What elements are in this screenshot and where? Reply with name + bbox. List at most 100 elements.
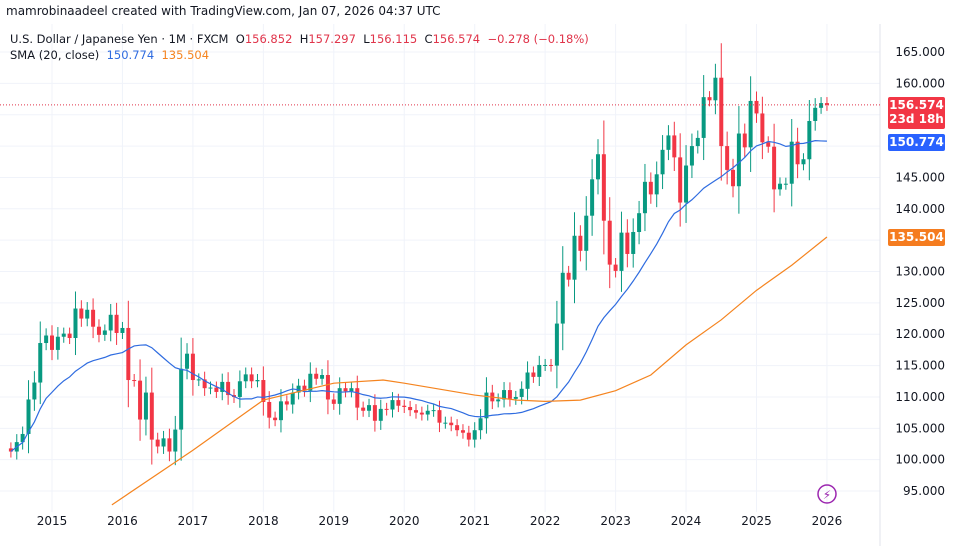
candle-body <box>79 308 84 319</box>
candle-body <box>167 438 172 452</box>
candle-body <box>584 215 589 251</box>
candle-body <box>484 392 489 419</box>
close-label: C <box>424 32 433 46</box>
symbol-row: U.S. Dollar / Japanese Yen · 1M · FXCM O… <box>10 31 589 47</box>
candle-body <box>202 379 207 389</box>
candle-body <box>478 418 483 431</box>
candle-body <box>85 309 90 319</box>
candle-body <box>296 385 301 393</box>
candle-body <box>267 401 272 418</box>
candle-body <box>367 405 372 411</box>
x-tick-label: 2020 <box>389 514 420 528</box>
countdown: 23d 18h <box>889 112 944 126</box>
candle-body <box>190 353 195 381</box>
candle-body <box>331 399 336 404</box>
sma-fast-value: 150.774 <box>106 48 155 62</box>
y-tick-label: 130.000 <box>895 265 945 279</box>
candle-body <box>343 388 348 392</box>
y-tick-label: 100.000 <box>895 453 945 467</box>
candle-body <box>631 232 636 254</box>
candle-body <box>684 165 689 203</box>
candle-body <box>50 335 54 350</box>
candle-body <box>807 120 812 160</box>
candle-body <box>425 410 430 415</box>
candle-body <box>572 235 577 280</box>
candle-body <box>789 141 794 184</box>
candle-body <box>61 333 66 337</box>
candle-body <box>55 336 60 350</box>
symbol-name[interactable]: U.S. Dollar / Japanese Yen · 1M · FXCM <box>10 32 229 46</box>
candle-body <box>748 100 753 148</box>
candle-body <box>496 399 501 402</box>
y-tick-label: 140.000 <box>895 202 945 216</box>
candle-body <box>578 235 583 251</box>
candle-body <box>284 401 289 405</box>
price-chart[interactable]: 95.000 100.000 105.000 110.000 115.000 120.00… <box>0 24 955 546</box>
candle-body <box>419 412 424 415</box>
x-tick-label: 2023 <box>600 514 631 528</box>
candle-body <box>513 396 518 399</box>
candle-body <box>672 135 677 158</box>
chart-legend: U.S. Dollar / Japanese Yen · 1M · FXCM O… <box>10 31 589 63</box>
candle-body <box>772 146 777 190</box>
candle-body <box>278 401 283 421</box>
candle-body <box>96 326 101 335</box>
y-tick-label: 165.000 <box>895 45 945 59</box>
candle-body <box>108 314 113 331</box>
sma-label[interactable]: SMA (20, close) <box>10 48 100 62</box>
sma-slow-tag: 135.504 <box>888 229 945 246</box>
candle-body <box>766 142 771 147</box>
candle-body <box>120 327 125 333</box>
sma-fast-line <box>10 140 827 452</box>
candle-body <box>701 97 706 138</box>
candle-body <box>314 373 319 379</box>
candle-body <box>67 333 72 339</box>
candle-body <box>320 375 325 379</box>
sma-slow-line <box>111 236 828 506</box>
x-tick-label: 2017 <box>178 514 209 528</box>
candle-body <box>91 309 96 327</box>
candle-body <box>813 107 818 121</box>
candle-body <box>255 380 260 382</box>
candle-body <box>460 430 465 433</box>
candle-body <box>378 408 383 421</box>
candle-body <box>795 141 800 165</box>
candle-body <box>719 77 724 147</box>
open-value: 156.852 <box>244 32 293 46</box>
candle-body <box>472 430 477 440</box>
candle-body <box>237 381 242 397</box>
low-value: 156.115 <box>369 32 418 46</box>
candle-body <box>742 133 747 148</box>
candle-body <box>155 439 160 447</box>
candle-body <box>466 432 471 440</box>
change-value: −0.278 (−0.18%) <box>487 32 589 46</box>
y-tick-label: 115.000 <box>895 359 945 373</box>
candle-body <box>531 372 536 377</box>
candle-body <box>455 425 460 431</box>
x-tick-label: 2024 <box>671 514 702 528</box>
high-value: 157.297 <box>308 32 356 46</box>
candle-body <box>243 374 248 382</box>
candle-body <box>44 335 49 344</box>
candle-body <box>637 213 642 233</box>
x-tick-label: 2015 <box>37 514 68 528</box>
candle-body <box>713 77 718 101</box>
candle-body <box>819 103 824 108</box>
y-tick-label: 95.000 <box>903 484 945 498</box>
candle-body <box>619 232 624 271</box>
candle-body <box>337 388 342 404</box>
candle-body <box>736 133 741 187</box>
y-tick-label: 105.000 <box>895 421 945 435</box>
candle-body <box>349 388 354 392</box>
close-value: 156.574 <box>432 32 481 46</box>
open-label: O <box>235 32 245 46</box>
candle-body <box>8 448 13 452</box>
candle-body <box>519 388 524 397</box>
candle-body <box>413 410 418 413</box>
candle-body <box>179 368 184 430</box>
candle-body <box>549 364 554 366</box>
sma-slow-value: 135.504 <box>161 48 210 62</box>
candle-body <box>601 154 606 221</box>
candle-body <box>20 433 25 443</box>
candle-body <box>226 381 231 396</box>
